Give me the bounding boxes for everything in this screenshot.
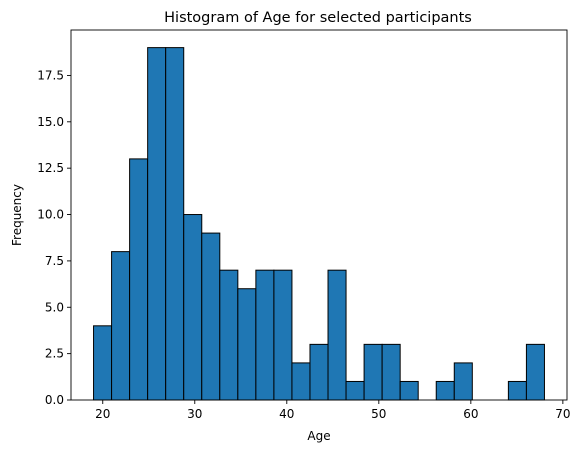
y-tick-label: 7.5 <box>45 254 64 268</box>
y-tick-label: 0.0 <box>45 393 64 407</box>
plot-frame <box>70 29 568 401</box>
histogram-bar <box>147 47 167 401</box>
histogram-bar <box>201 232 221 401</box>
y-tick-label: 5.0 <box>45 300 64 314</box>
histogram-bar <box>327 269 347 401</box>
y-tick-label: 15.0 <box>37 115 64 129</box>
histogram-bar <box>237 288 257 401</box>
histogram-bar <box>273 269 293 401</box>
x-tick-label: 30 <box>187 407 202 421</box>
x-tick-label: 70 <box>555 407 570 421</box>
y-axis-ticks: 0.0 2.5 5.0 7.5 10.0 12.5 15.0 17.5 <box>37 68 71 407</box>
bars-group <box>93 47 545 401</box>
histogram-bar <box>255 269 275 401</box>
y-axis-label: Frequency <box>10 184 24 246</box>
histogram-bar <box>111 251 131 401</box>
histogram-bar <box>291 362 311 401</box>
histogram-bar <box>525 343 545 401</box>
y-tick-label: 17.5 <box>37 68 64 82</box>
x-tick-label: 50 <box>371 407 386 421</box>
histogram-bar <box>363 343 383 401</box>
histogram-bar <box>345 380 365 401</box>
histogram-bar <box>507 380 527 401</box>
histogram-bar <box>129 158 149 401</box>
x-axis-label: Age <box>307 429 330 443</box>
y-tick-label: 2.5 <box>45 347 64 361</box>
x-tick-label: 40 <box>279 407 294 421</box>
y-tick-label: 12.5 <box>37 161 64 175</box>
histogram-bar <box>165 47 185 401</box>
histogram-bar <box>435 380 455 401</box>
histogram-bar <box>399 380 419 401</box>
x-tick-label: 60 <box>463 407 478 421</box>
y-tick-label: 10.0 <box>37 208 64 222</box>
histogram-bar <box>453 362 473 401</box>
histogram-bar <box>219 269 239 401</box>
histogram-bar <box>309 343 329 401</box>
histogram-bar <box>381 343 401 401</box>
chart-title: Histogram of Age for selected participan… <box>164 10 472 26</box>
histogram-bar <box>183 214 203 401</box>
x-tick-label: 20 <box>95 407 110 421</box>
histogram-bar <box>93 325 113 401</box>
x-axis-ticks: 20 30 40 50 60 70 <box>95 400 570 421</box>
